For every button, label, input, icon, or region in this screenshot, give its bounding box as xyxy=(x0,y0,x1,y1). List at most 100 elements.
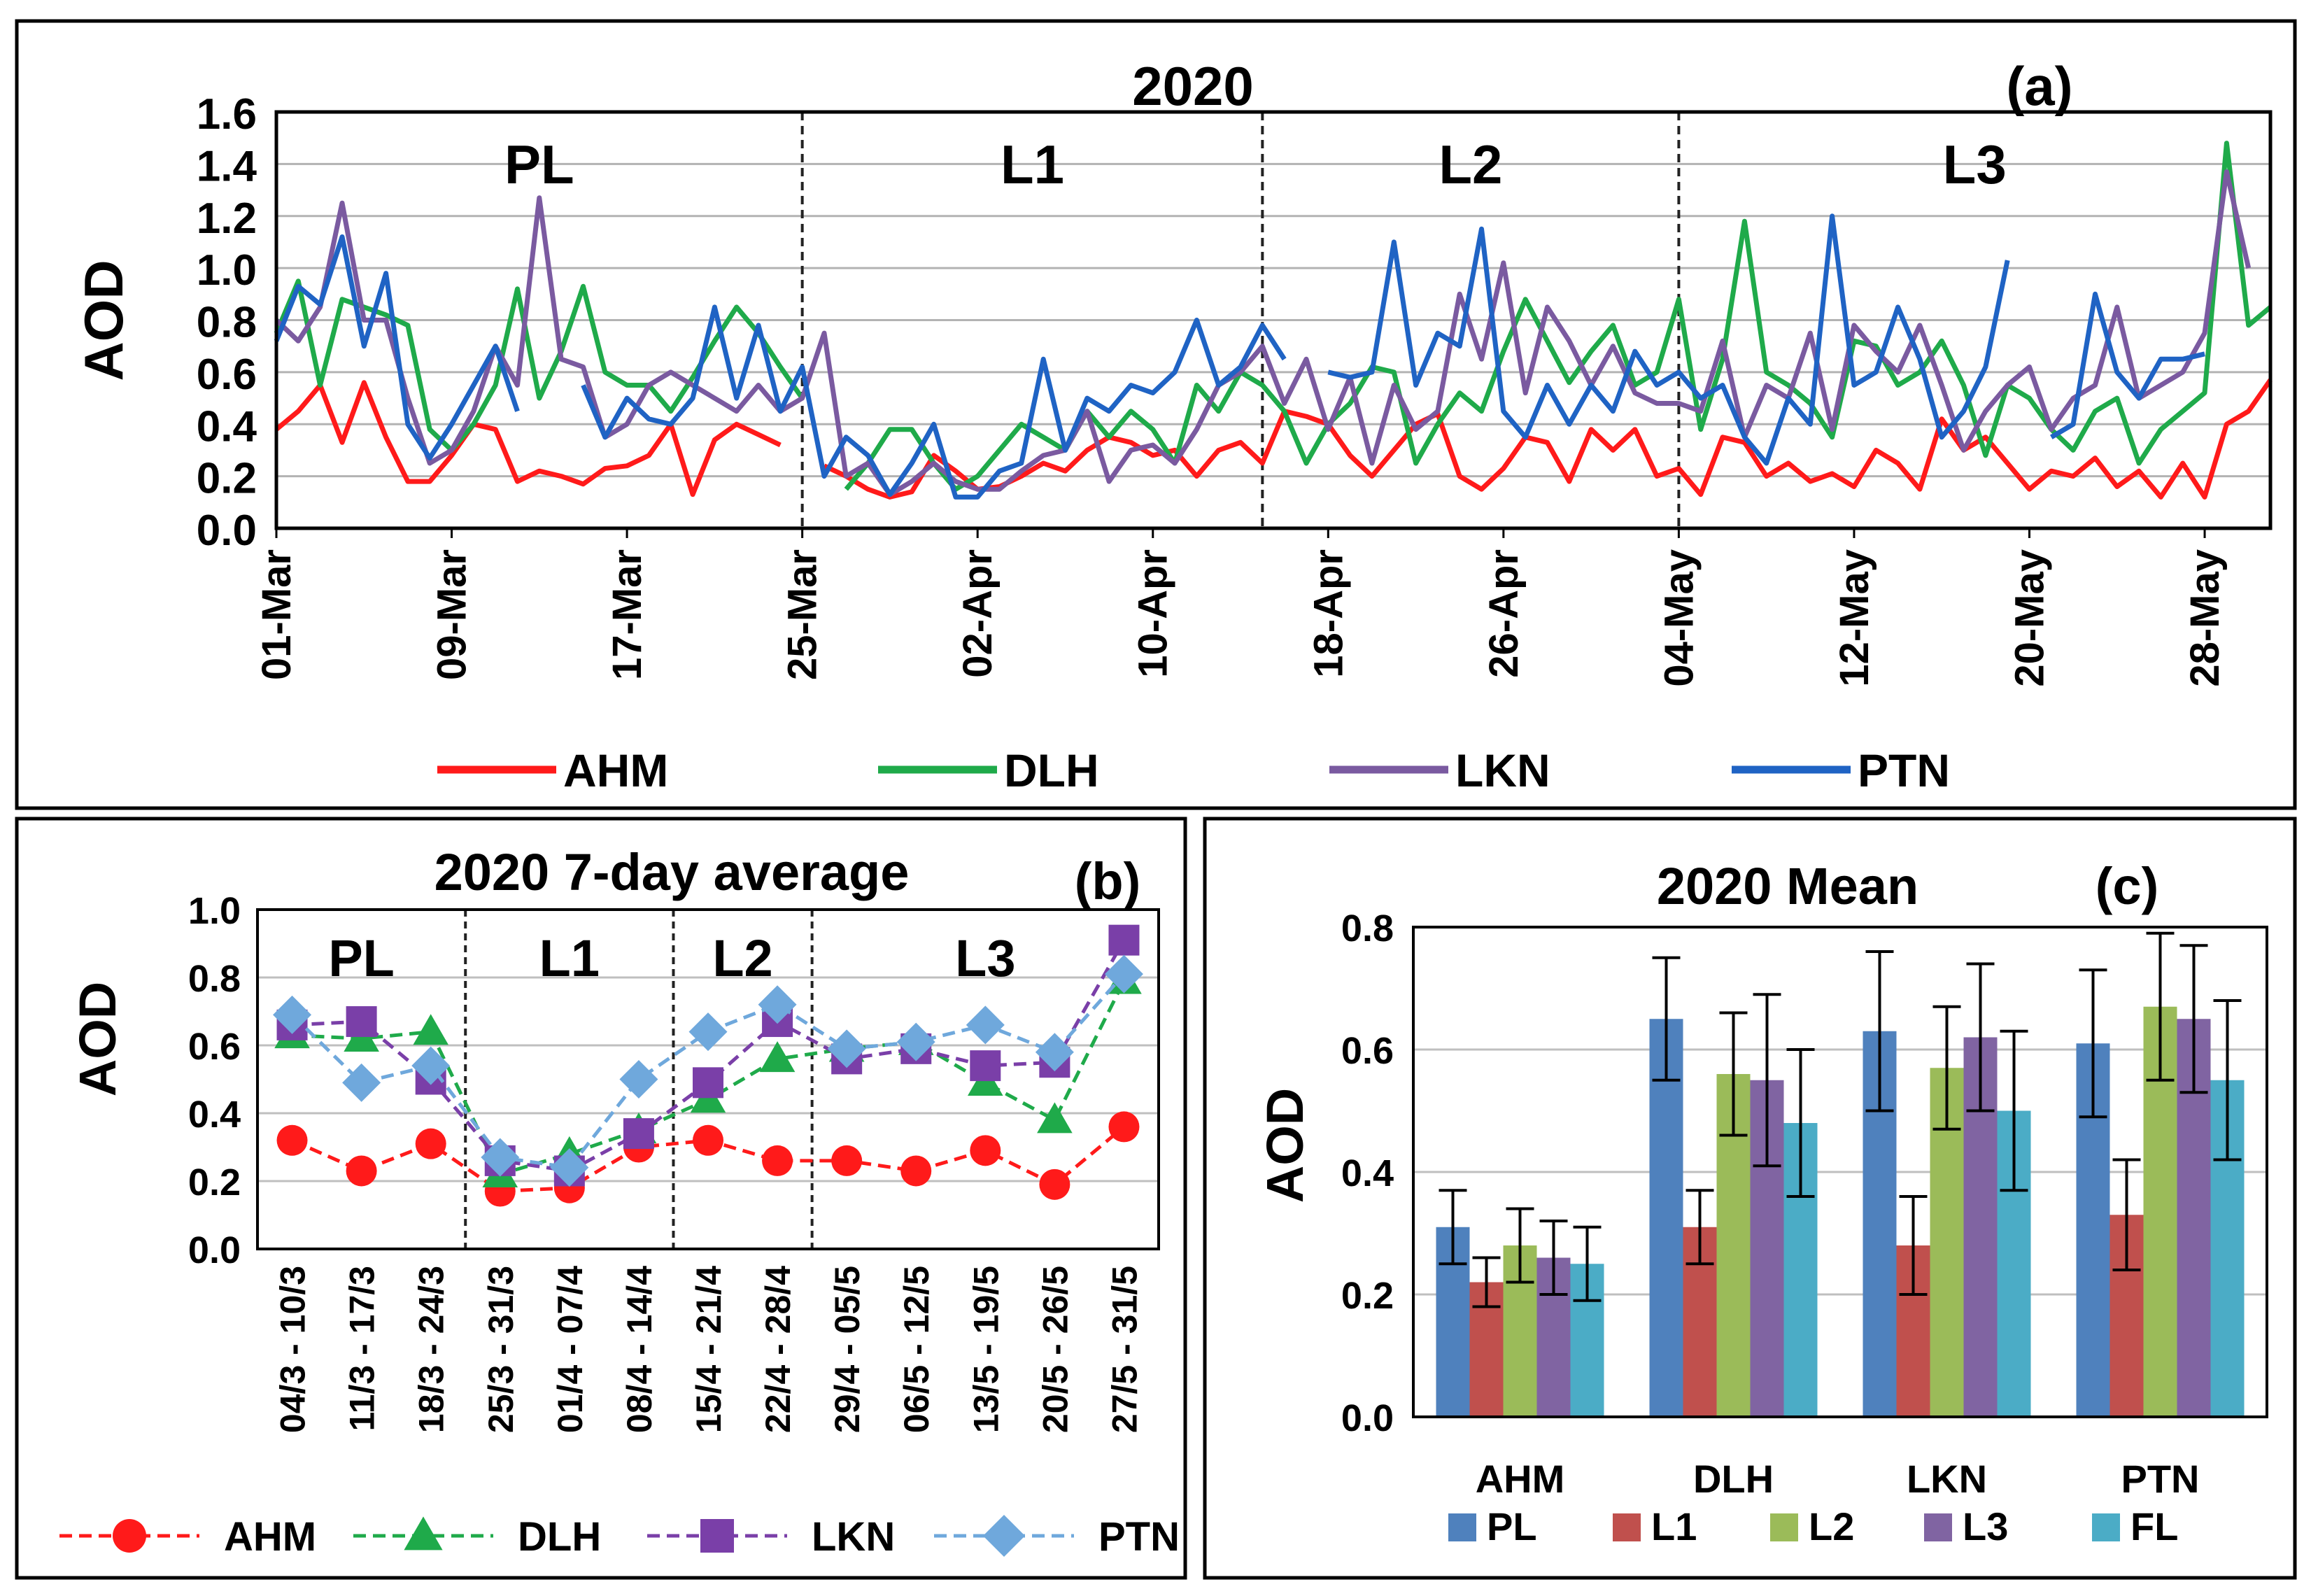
panel-a-xtick-label: 25-Mar xyxy=(780,549,826,680)
panel-b-point-ptn xyxy=(411,1046,451,1085)
panel-c-legend-label: L1 xyxy=(1651,1504,1697,1548)
panel-b-legend-marker-ahm xyxy=(113,1519,146,1553)
panel-c-label: (c) xyxy=(2096,857,2158,915)
panel-b-point-ptn xyxy=(1035,1033,1074,1072)
panel-b-point-ahm xyxy=(346,1155,377,1187)
panel-c-xtick-label: LKN xyxy=(1907,1457,1987,1501)
panel-a-xtick-label: 28-May xyxy=(2182,549,2228,687)
panel-b-point-ahm xyxy=(1039,1168,1070,1200)
panel-a-xtick-label: 17-Mar xyxy=(605,549,650,680)
panel-b-xtick-label: 15/4 - 21/4 xyxy=(689,1266,728,1433)
panel-b-ytick-label: 0.4 xyxy=(188,1094,241,1136)
panel-b-label: (b) xyxy=(1075,852,1141,910)
panel-a-legend-label: PTN xyxy=(1858,744,1950,796)
panel-b-xtick-label: 08/4 - 14/4 xyxy=(620,1266,659,1433)
panel-b-point-ahm xyxy=(762,1145,793,1176)
panel-a-series-line-ptn xyxy=(274,213,2205,500)
panel-b-chart: 0.0 0.2 0.4 0.6 0.8 1.0 04/3 - 10/3 11/3 - 17/… xyxy=(15,817,1187,1580)
panel-a-xtick-label: 18-Apr xyxy=(1306,549,1351,678)
panel-a-ylabel: AOD xyxy=(73,260,134,381)
panel-a-ytick-label: 0.4 xyxy=(197,402,257,451)
panel-b-point-ptn xyxy=(688,1012,728,1052)
panel-c-title: 2020 Mean xyxy=(1657,857,1918,915)
panel-b-point-ahm xyxy=(1108,1111,1140,1143)
panel-c-ytick-label: 0.2 xyxy=(1341,1275,1394,1317)
panel-b-xtick-label: 18/3 - 24/3 xyxy=(412,1266,451,1433)
panel-c-legend-label: PL xyxy=(1487,1504,1537,1548)
panel-b-point-lkn xyxy=(1108,924,1140,956)
panel-a-ytick-label: 0.6 xyxy=(197,351,257,399)
panel-c-legend-label: L2 xyxy=(1809,1504,1854,1548)
panel-c-chart: 0.0 0.2 0.4 0.6 0.8 AHM DLH LKN PTN 2020 Mean (… xyxy=(1203,817,2297,1580)
panel-b-ytick-label: 0.2 xyxy=(188,1161,241,1203)
panel-c-legend-swatch-l1 xyxy=(1613,1513,1641,1541)
panel-a-ytick-label: 1.0 xyxy=(197,246,257,295)
panel-c-ytick-label: 0.8 xyxy=(1341,908,1394,949)
panel-a-ytick-label: 1.6 xyxy=(197,90,257,139)
panel-b-point-lkn xyxy=(693,1067,723,1099)
panel-a-phase-label: L3 xyxy=(1943,134,2007,195)
panel-a-xtick-label: 10-Apr xyxy=(1131,549,1176,678)
panel-b-phase-label: PL xyxy=(328,929,395,987)
panel-b-xtick-label: 11/3 - 17/3 xyxy=(343,1266,382,1431)
panel-a-frame xyxy=(15,19,2297,810)
panel-b-point-ahm xyxy=(415,1128,446,1159)
panel-b-plot-area xyxy=(256,908,1160,1250)
panel-c-ytick-label: 0.0 xyxy=(1341,1397,1394,1439)
panel-a-legend-label: LKN xyxy=(1455,744,1550,796)
panel-a-xtick-label: 26-Apr xyxy=(1481,549,1527,678)
panel-a-xtick-label: 02-Apr xyxy=(955,549,1001,678)
panel-b-point-ahm xyxy=(900,1155,932,1187)
panel-b-point-dlh xyxy=(759,1041,796,1073)
panel-a-series-line-ahm xyxy=(274,378,2273,500)
panel-b-xtick-label: 29/4 - 05/5 xyxy=(828,1266,867,1433)
panel-a-ytick-label: 0.0 xyxy=(197,507,257,555)
panel-b-ytick-label: 0.6 xyxy=(188,1026,241,1068)
panel-b-xtick-label: 20/5 - 26/5 xyxy=(1036,1266,1075,1433)
panel-a-chart: 0.00.20.40.60.81.01.2 1.41.6 01-Mar 09-Mar… xyxy=(15,19,2297,810)
panel-a-xtick-label: 01-Mar xyxy=(254,549,299,680)
panel-b-point-ahm xyxy=(693,1124,723,1156)
panel-a-phase-label: L2 xyxy=(1439,134,1502,195)
panel-b-point-ptn xyxy=(896,1022,935,1061)
panel-b-xtick-label: 13/5 - 19/5 xyxy=(966,1266,1005,1433)
panel-b-point-ptn xyxy=(619,1060,658,1099)
panel-b-legend-label: DLH xyxy=(518,1514,601,1560)
panel-b-legend-label: LKN xyxy=(812,1514,895,1560)
panel-b-ylabel: AOD xyxy=(69,982,127,1096)
panel-a-xtick-label: 20-May xyxy=(2007,549,2052,687)
panel-b-ytick-label: 1.0 xyxy=(188,890,241,932)
panel-b-point-ptn xyxy=(827,1029,866,1068)
panel-b-point-dlh xyxy=(1037,1102,1073,1134)
panel-b-title: 2020 7-day average xyxy=(434,843,910,901)
panel-a-ytick-label: 0.8 xyxy=(197,299,257,347)
panel-b-point-ptn xyxy=(273,995,312,1034)
panel-c-legend-swatch-l2 xyxy=(1770,1513,1798,1541)
panel-b-xtick-label: 01/4 - 07/4 xyxy=(551,1266,590,1433)
panel-a-label: (a) xyxy=(2006,55,2072,117)
panel-a-ytick-label: 1.2 xyxy=(197,195,257,243)
panel-b-phase-label: L1 xyxy=(539,929,600,987)
panel-a-phase-label: L1 xyxy=(1001,134,1064,195)
panel-c-xtick-label: AHM xyxy=(1476,1457,1565,1501)
panel-a-phase-label: PL xyxy=(504,134,574,195)
panel-b-legend-marker-lkn xyxy=(700,1519,734,1553)
panel-b-legend-marker-ptn xyxy=(983,1515,1025,1557)
panel-b-point-ahm xyxy=(970,1135,1001,1166)
panel-c-bar-pl xyxy=(1649,1019,1683,1417)
panel-b-point-ptn xyxy=(758,985,797,1024)
panel-a-legend-label: AHM xyxy=(563,744,668,796)
panel-c-legend-swatch-fl xyxy=(2092,1513,2120,1541)
panel-b-point-ahm xyxy=(831,1145,863,1176)
panel-c-legend-label: FL xyxy=(2130,1504,2178,1548)
panel-b-xtick-label: 25/3 - 31/3 xyxy=(481,1266,521,1433)
panel-b-frame xyxy=(15,817,1187,1580)
panel-c-legend-swatch-pl xyxy=(1448,1513,1476,1541)
panel-c-legend-swatch-l3 xyxy=(1924,1513,1952,1541)
panel-a-plot-area xyxy=(274,110,2273,530)
panel-c-ylabel: AOD xyxy=(1256,1088,1314,1203)
panel-b-point-ptn xyxy=(1104,954,1143,994)
panel-b-ytick-label: 0.0 xyxy=(188,1229,241,1271)
panel-b-point-ptn xyxy=(481,1138,520,1177)
panel-a-ytick-label: 1.4 xyxy=(197,142,257,190)
